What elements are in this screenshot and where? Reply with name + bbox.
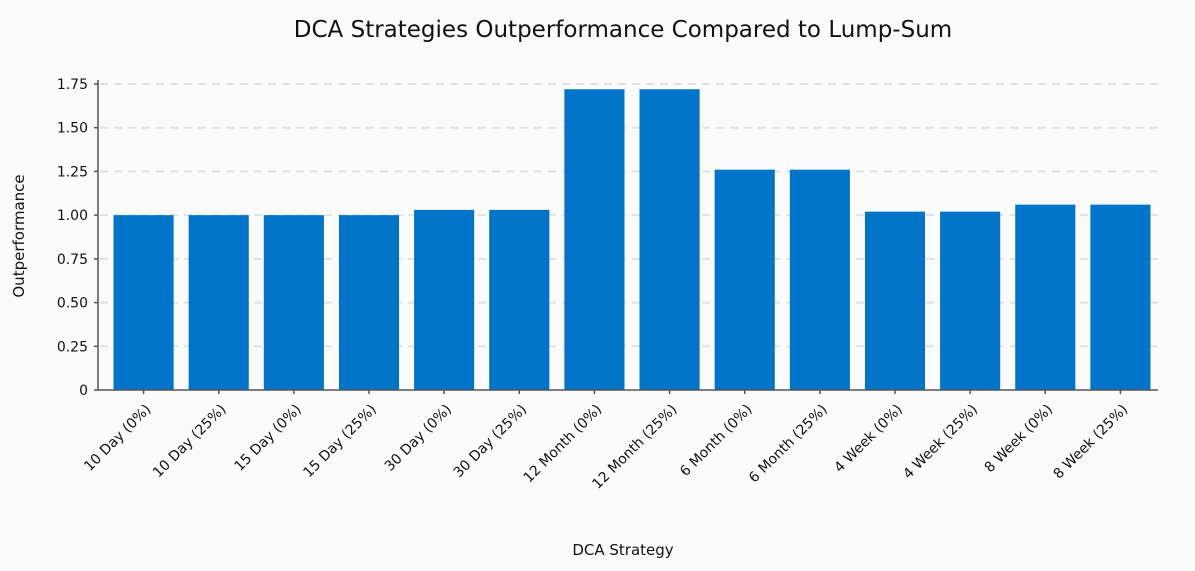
chart-title: DCA Strategies Outperformance Compared t… <box>294 17 952 43</box>
x-tick-label: 10 Day (0%) <box>81 402 154 475</box>
bar <box>789 169 850 390</box>
y-tick-label: 0 <box>79 383 88 399</box>
bar <box>714 169 775 390</box>
bars-layer <box>113 89 1151 390</box>
x-axis-label: DCA Strategy <box>572 541 673 559</box>
bar <box>1015 204 1076 390</box>
bar <box>489 209 550 390</box>
bar <box>864 211 926 390</box>
x-tick-label: 8 Week (25%) <box>1050 402 1131 483</box>
bar <box>1090 204 1151 390</box>
bar <box>113 215 174 390</box>
y-tick-label: 0.75 <box>57 252 88 268</box>
y-tick-label: 0.25 <box>57 339 88 355</box>
y-tick-label: 0.50 <box>57 296 88 312</box>
y-tick-label: 1.25 <box>57 164 88 180</box>
bar <box>639 89 700 390</box>
x-tick-label: 6 Month (25%) <box>746 402 831 487</box>
bar <box>338 215 400 390</box>
x-tick-label: 8 Week (0%) <box>982 402 1056 476</box>
axes-layer <box>94 80 1158 394</box>
bar <box>940 211 1001 390</box>
x-tick-label: 10 Day (25%) <box>150 402 229 481</box>
bar <box>564 89 625 390</box>
bar <box>188 215 249 390</box>
bar <box>263 215 324 390</box>
x-tick-label: 12 Month (25%) <box>589 402 680 493</box>
x-tick-label: 4 Week (25%) <box>900 402 981 483</box>
y-tick-label: 1.00 <box>57 208 88 224</box>
y-tick-label: 1.50 <box>57 121 88 137</box>
x-tick-label: 12 Month (0%) <box>521 402 606 487</box>
x-tick-label: 15 Day (0%) <box>232 402 305 475</box>
x-tick-label: 6 Month (0%) <box>677 402 755 480</box>
x-tick-label: 15 Day (25%) <box>300 402 379 481</box>
x-tick-label: 30 Day (0%) <box>382 402 455 475</box>
y-tick-label: 1.75 <box>57 77 88 93</box>
x-tick-label: 30 Day (25%) <box>451 402 530 481</box>
x-tick-label: 4 Week (0%) <box>831 402 905 476</box>
y-axis-label: Outperformance <box>10 174 28 297</box>
bar <box>414 209 475 390</box>
